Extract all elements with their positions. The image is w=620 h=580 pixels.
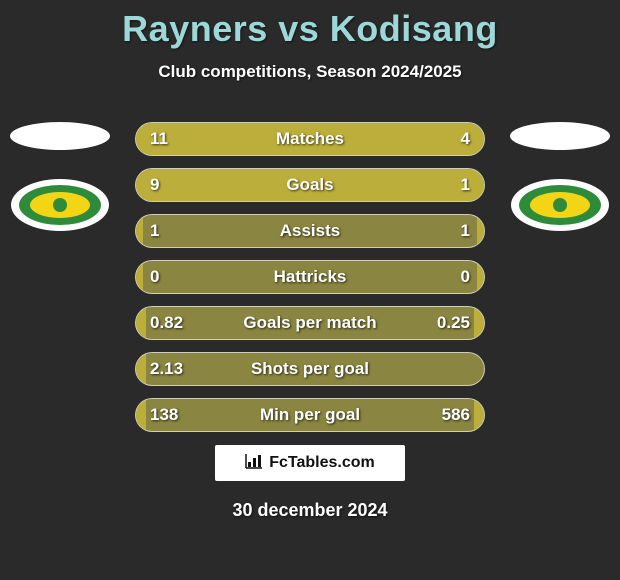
- player-left-oval: [10, 122, 110, 150]
- club-crest-right: [510, 178, 610, 232]
- fctables-logo: FcTables.com: [215, 445, 405, 481]
- bar-label: Goals: [136, 169, 484, 201]
- bar-row: 0.820.25Goals per match: [135, 306, 485, 340]
- bar-label: Goals per match: [136, 307, 484, 339]
- date-label: 30 december 2024: [0, 500, 620, 521]
- bar-row: 11Assists: [135, 214, 485, 248]
- bar-label: Min per goal: [136, 399, 484, 431]
- subtitle: Club competitions, Season 2024/2025: [0, 62, 620, 82]
- comparison-bars: 114Matches 91Goals 11Assists 00Hattricks 0.8…: [135, 122, 485, 444]
- bar-row: 00Hattricks: [135, 260, 485, 294]
- bar-label: Matches: [136, 123, 484, 155]
- player-right-oval: [510, 122, 610, 150]
- logo-text: FcTables.com: [269, 454, 375, 472]
- bar-row: 91Goals: [135, 168, 485, 202]
- bar-row: 138586Min per goal: [135, 398, 485, 432]
- bar-label: Assists: [136, 215, 484, 247]
- club-crest-left: [10, 178, 110, 232]
- bar-label: Shots per goal: [136, 353, 484, 385]
- bar-row: 2.13Shots per goal: [135, 352, 485, 386]
- bar-label: Hattricks: [136, 261, 484, 293]
- chart-icon: [245, 453, 263, 474]
- page-title: Rayners vs Kodisang: [0, 0, 620, 50]
- bar-row: 114Matches: [135, 122, 485, 156]
